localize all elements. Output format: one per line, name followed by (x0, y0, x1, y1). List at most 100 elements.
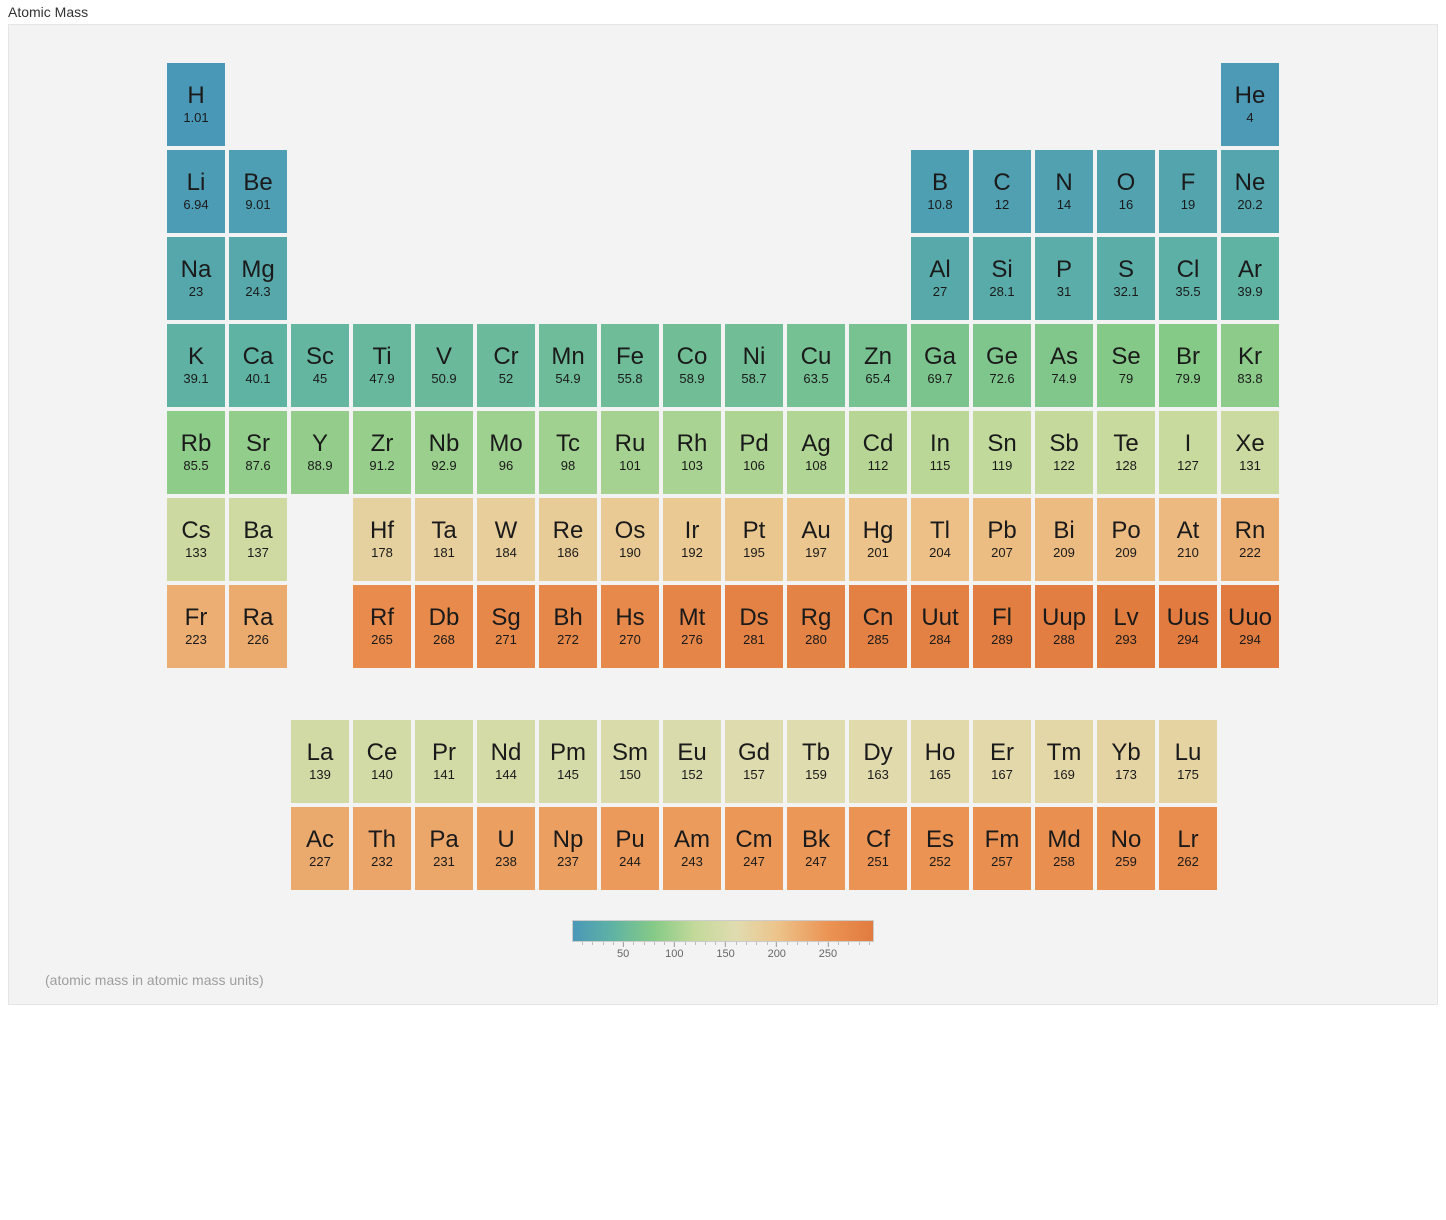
element-cell-w[interactable]: W184 (475, 496, 537, 583)
element-cell-ag[interactable]: Ag108 (785, 409, 847, 496)
element-cell-cs[interactable]: Cs133 (165, 496, 227, 583)
element-cell-pa[interactable]: Pa231 (413, 805, 475, 892)
element-cell-ra[interactable]: Ra226 (227, 583, 289, 670)
element-cell-rh[interactable]: Rh103 (661, 409, 723, 496)
element-cell-y[interactable]: Y88.9 (289, 409, 351, 496)
element-cell-cr[interactable]: Cr52 (475, 322, 537, 409)
element-cell-mt[interactable]: Mt276 (661, 583, 723, 670)
element-cell-ta[interactable]: Ta181 (413, 496, 475, 583)
element-cell-pm[interactable]: Pm145 (537, 718, 599, 805)
element-cell-eu[interactable]: Eu152 (661, 718, 723, 805)
element-cell-ne[interactable]: Ne20.2 (1219, 148, 1281, 235)
element-cell-uus[interactable]: Uus294 (1157, 583, 1219, 670)
element-cell-fr[interactable]: Fr223 (165, 583, 227, 670)
element-cell-cl[interactable]: Cl35.5 (1157, 235, 1219, 322)
element-cell-b[interactable]: B10.8 (909, 148, 971, 235)
element-cell-ir[interactable]: Ir192 (661, 496, 723, 583)
element-cell-sm[interactable]: Sm150 (599, 718, 661, 805)
element-cell-ga[interactable]: Ga69.7 (909, 322, 971, 409)
element-cell-no[interactable]: No259 (1095, 805, 1157, 892)
element-cell-pu[interactable]: Pu244 (599, 805, 661, 892)
element-cell-o[interactable]: O16 (1095, 148, 1157, 235)
element-cell-ca[interactable]: Ca40.1 (227, 322, 289, 409)
element-cell-ds[interactable]: Ds281 (723, 583, 785, 670)
element-cell-fe[interactable]: Fe55.8 (599, 322, 661, 409)
element-cell-ce[interactable]: Ce140 (351, 718, 413, 805)
element-cell-s[interactable]: S32.1 (1095, 235, 1157, 322)
element-cell-hf[interactable]: Hf178 (351, 496, 413, 583)
element-cell-al[interactable]: Al27 (909, 235, 971, 322)
element-cell-uut[interactable]: Uut284 (909, 583, 971, 670)
element-cell-cd[interactable]: Cd112 (847, 409, 909, 496)
element-cell-ni[interactable]: Ni58.7 (723, 322, 785, 409)
element-cell-tc[interactable]: Tc98 (537, 409, 599, 496)
element-cell-ho[interactable]: Ho165 (909, 718, 971, 805)
element-cell-rn[interactable]: Rn222 (1219, 496, 1281, 583)
element-cell-he[interactable]: He4 (1219, 61, 1281, 148)
element-cell-tb[interactable]: Tb159 (785, 718, 847, 805)
element-cell-li[interactable]: Li6.94 (165, 148, 227, 235)
element-cell-dy[interactable]: Dy163 (847, 718, 909, 805)
element-cell-br[interactable]: Br79.9 (1157, 322, 1219, 409)
element-cell-uuo[interactable]: Uuo294 (1219, 583, 1281, 670)
element-cell-i[interactable]: I127 (1157, 409, 1219, 496)
element-cell-ac[interactable]: Ac227 (289, 805, 351, 892)
element-cell-ba[interactable]: Ba137 (227, 496, 289, 583)
element-cell-sg[interactable]: Sg271 (475, 583, 537, 670)
element-cell-po[interactable]: Po209 (1095, 496, 1157, 583)
element-cell-hg[interactable]: Hg201 (847, 496, 909, 583)
element-cell-am[interactable]: Am243 (661, 805, 723, 892)
element-cell-be[interactable]: Be9.01 (227, 148, 289, 235)
element-cell-cu[interactable]: Cu63.5 (785, 322, 847, 409)
element-cell-sb[interactable]: Sb122 (1033, 409, 1095, 496)
element-cell-yb[interactable]: Yb173 (1095, 718, 1157, 805)
element-cell-fm[interactable]: Fm257 (971, 805, 1033, 892)
element-cell-cn[interactable]: Cn285 (847, 583, 909, 670)
element-cell-sn[interactable]: Sn119 (971, 409, 1033, 496)
element-cell-na[interactable]: Na23 (165, 235, 227, 322)
element-cell-mg[interactable]: Mg24.3 (227, 235, 289, 322)
element-cell-md[interactable]: Md258 (1033, 805, 1095, 892)
element-cell-es[interactable]: Es252 (909, 805, 971, 892)
element-cell-tm[interactable]: Tm169 (1033, 718, 1095, 805)
element-cell-mo[interactable]: Mo96 (475, 409, 537, 496)
element-cell-bk[interactable]: Bk247 (785, 805, 847, 892)
element-cell-bi[interactable]: Bi209 (1033, 496, 1095, 583)
element-cell-hs[interactable]: Hs270 (599, 583, 661, 670)
element-cell-db[interactable]: Db268 (413, 583, 475, 670)
element-cell-k[interactable]: K39.1 (165, 322, 227, 409)
element-cell-gd[interactable]: Gd157 (723, 718, 785, 805)
element-cell-n[interactable]: N14 (1033, 148, 1095, 235)
element-cell-cf[interactable]: Cf251 (847, 805, 909, 892)
element-cell-pd[interactable]: Pd106 (723, 409, 785, 496)
element-cell-lu[interactable]: Lu175 (1157, 718, 1219, 805)
element-cell-pb[interactable]: Pb207 (971, 496, 1033, 583)
element-cell-p[interactable]: P31 (1033, 235, 1095, 322)
element-cell-tl[interactable]: Tl204 (909, 496, 971, 583)
element-cell-se[interactable]: Se79 (1095, 322, 1157, 409)
element-cell-ge[interactable]: Ge72.6 (971, 322, 1033, 409)
element-cell-cm[interactable]: Cm247 (723, 805, 785, 892)
element-cell-lv[interactable]: Lv293 (1095, 583, 1157, 670)
element-cell-la[interactable]: La139 (289, 718, 351, 805)
element-cell-te[interactable]: Te128 (1095, 409, 1157, 496)
element-cell-f[interactable]: F19 (1157, 148, 1219, 235)
element-cell-ru[interactable]: Ru101 (599, 409, 661, 496)
element-cell-os[interactable]: Os190 (599, 496, 661, 583)
element-cell-rg[interactable]: Rg280 (785, 583, 847, 670)
element-cell-mn[interactable]: Mn54.9 (537, 322, 599, 409)
element-cell-np[interactable]: Np237 (537, 805, 599, 892)
element-cell-zr[interactable]: Zr91.2 (351, 409, 413, 496)
element-cell-re[interactable]: Re186 (537, 496, 599, 583)
element-cell-ar[interactable]: Ar39.9 (1219, 235, 1281, 322)
element-cell-rb[interactable]: Rb85.5 (165, 409, 227, 496)
element-cell-fl[interactable]: Fl289 (971, 583, 1033, 670)
element-cell-pt[interactable]: Pt195 (723, 496, 785, 583)
element-cell-in[interactable]: In115 (909, 409, 971, 496)
element-cell-uup[interactable]: Uup288 (1033, 583, 1095, 670)
element-cell-at[interactable]: At210 (1157, 496, 1219, 583)
element-cell-si[interactable]: Si28.1 (971, 235, 1033, 322)
element-cell-v[interactable]: V50.9 (413, 322, 475, 409)
element-cell-er[interactable]: Er167 (971, 718, 1033, 805)
element-cell-pr[interactable]: Pr141 (413, 718, 475, 805)
